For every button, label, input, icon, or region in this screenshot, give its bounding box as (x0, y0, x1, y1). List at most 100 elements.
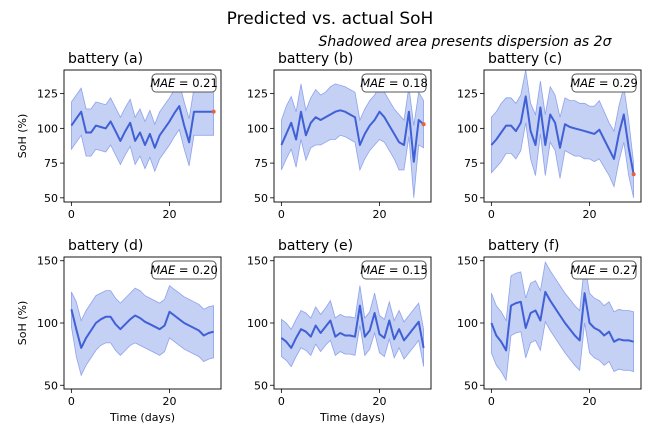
actual-point-c-0 (631, 172, 636, 177)
y-tick-label-b-3: 125 (247, 88, 268, 101)
dispersion-band-e (281, 285, 424, 368)
predicted-line-c (490, 95, 635, 175)
mae-box-a (151, 73, 217, 93)
x-tick-label-d-1: 20 (162, 395, 176, 408)
panel-f: battery (f) 50 100 150 0 20 MAE = 0.27 (457, 238, 642, 408)
y-tick-label-e-0: 50 (254, 379, 268, 392)
mae-box-f (571, 260, 637, 280)
mae-label-d: MAE = 0.20 (150, 263, 218, 277)
x-tick-label-b-1: 20 (372, 208, 386, 221)
predicted-line-e (280, 304, 425, 349)
dispersion-band-a (71, 81, 214, 173)
mae-prefix-a: MAE (150, 76, 176, 90)
x-tick-label-e-1: 20 (372, 395, 386, 408)
panel-e: battery (e) 50 100 150 0 20 MAE = 0.15 Time (da… (247, 238, 432, 424)
y-tick-label-e-2: 150 (247, 255, 268, 268)
predicted-line-b (280, 109, 425, 163)
mae-label-e: MAE = 0.15 (360, 263, 428, 277)
predicted-line-f (490, 290, 634, 352)
mae-prefix-d: MAE (150, 263, 176, 277)
mae-label-f: MAE = 0.27 (570, 263, 638, 277)
y-tick-label-c-2: 100 (457, 122, 478, 135)
panel-c: battery (c) 50 75 100 125 0 20 MAE = 0.29 (457, 51, 642, 221)
x-tick-label-b-0: 0 (278, 208, 285, 221)
panel-title-b: battery (b) (278, 51, 353, 67)
mae-equals-b: = (385, 76, 402, 90)
panel-title-f: battery (f) (488, 238, 559, 254)
y-tick-label-d-2: 150 (37, 255, 58, 268)
panel-b: battery (b) 50 75 100 125 0 20 MAE = 0.18 (247, 51, 432, 221)
x-tick-label-f-1: 20 (582, 395, 596, 408)
actual-point-a-0 (211, 109, 216, 114)
mae-box-e (361, 260, 427, 280)
mae-value-f: 0.27 (612, 263, 638, 277)
mae-box-d (151, 260, 217, 280)
panel-title-e: battery (e) (278, 238, 353, 254)
panels: battery (a) 50 75 100 125 0 20 MAE = 0.21 SoH (%… (16, 51, 642, 424)
plot-area-c (490, 70, 636, 198)
plot-area-a (70, 81, 216, 173)
predicted-line-d (70, 309, 214, 349)
y-tick-label-f-0: 50 (464, 379, 478, 392)
y-tick-label-c-1: 75 (464, 157, 478, 170)
plot-area-e (280, 285, 425, 368)
y-tick-label-f-2: 150 (457, 255, 478, 268)
actual-point-b-0 (421, 122, 426, 127)
dispersion-band-f (491, 260, 634, 382)
mae-prefix-e: MAE (360, 263, 386, 277)
mae-box-c (571, 73, 637, 93)
x-tick-label-c-1: 20 (582, 208, 596, 221)
mae-value-d: 0.20 (192, 263, 218, 277)
mae-equals-e: = (385, 263, 402, 277)
x-tick-label-f-0: 0 (488, 395, 495, 408)
panel-title-c: battery (c) (488, 51, 562, 67)
y-tick-label-c-3: 125 (457, 88, 478, 101)
dispersion-band-d (71, 284, 214, 377)
mae-prefix-c: MAE (570, 76, 596, 90)
mae-equals-c: = (595, 76, 612, 90)
y-tick-label-a-3: 125 (37, 88, 58, 101)
figure-title: Predicted vs. actual SoH (227, 9, 434, 29)
axes-frame-c (483, 69, 642, 203)
dispersion-band-b (281, 83, 424, 198)
y-tick-label-c-0: 50 (464, 192, 478, 205)
x-tick-label-e-0: 0 (278, 395, 285, 408)
axes-frame-a (63, 69, 222, 203)
y-axis-label-d: SoH (%) (16, 301, 29, 346)
mae-value-a: 0.21 (192, 76, 218, 90)
mae-value-b: 0.18 (402, 76, 428, 90)
mae-value-c: 0.29 (612, 76, 638, 90)
x-axis-label-e: Time (days) (319, 411, 385, 424)
y-tick-label-f-1: 100 (457, 317, 478, 330)
mae-label-c: MAE = 0.29 (570, 76, 638, 90)
mae-equals-a: = (175, 76, 192, 90)
y-tick-label-d-0: 50 (44, 379, 58, 392)
plot-area-f (490, 260, 634, 382)
mae-label-a: MAE = 0.21 (150, 76, 218, 90)
y-tick-label-a-2: 100 (37, 122, 58, 135)
panel-title-d: battery (d) (68, 238, 143, 254)
x-tick-label-c-0: 0 (488, 208, 495, 221)
y-axis-label-a: SoH (%) (16, 114, 29, 159)
plot-area-d (70, 284, 214, 377)
panel-title-a: battery (a) (68, 51, 143, 67)
mae-label-b: MAE = 0.18 (360, 76, 428, 90)
y-tick-label-d-1: 100 (37, 317, 58, 330)
mae-equals-d: = (175, 263, 192, 277)
mae-box-b (361, 73, 427, 93)
y-tick-label-b-2: 100 (247, 122, 268, 135)
y-tick-label-b-1: 75 (254, 157, 268, 170)
x-tick-label-d-0: 0 (68, 395, 75, 408)
panel-d: battery (d) 50 100 150 0 20 MAE = 0.20 SoH (%) T… (16, 238, 222, 424)
mae-prefix-b: MAE (360, 76, 386, 90)
mae-prefix-f: MAE (570, 263, 596, 277)
mae-equals-f: = (595, 263, 612, 277)
y-tick-label-e-1: 100 (247, 317, 268, 330)
axes-frame-b (273, 69, 432, 203)
x-tick-label-a-1: 20 (162, 208, 176, 221)
y-tick-label-a-0: 50 (44, 192, 58, 205)
plot-area-b (280, 83, 426, 198)
x-tick-label-a-0: 0 (68, 208, 75, 221)
x-axis-label-d: Time (days) (109, 411, 175, 424)
